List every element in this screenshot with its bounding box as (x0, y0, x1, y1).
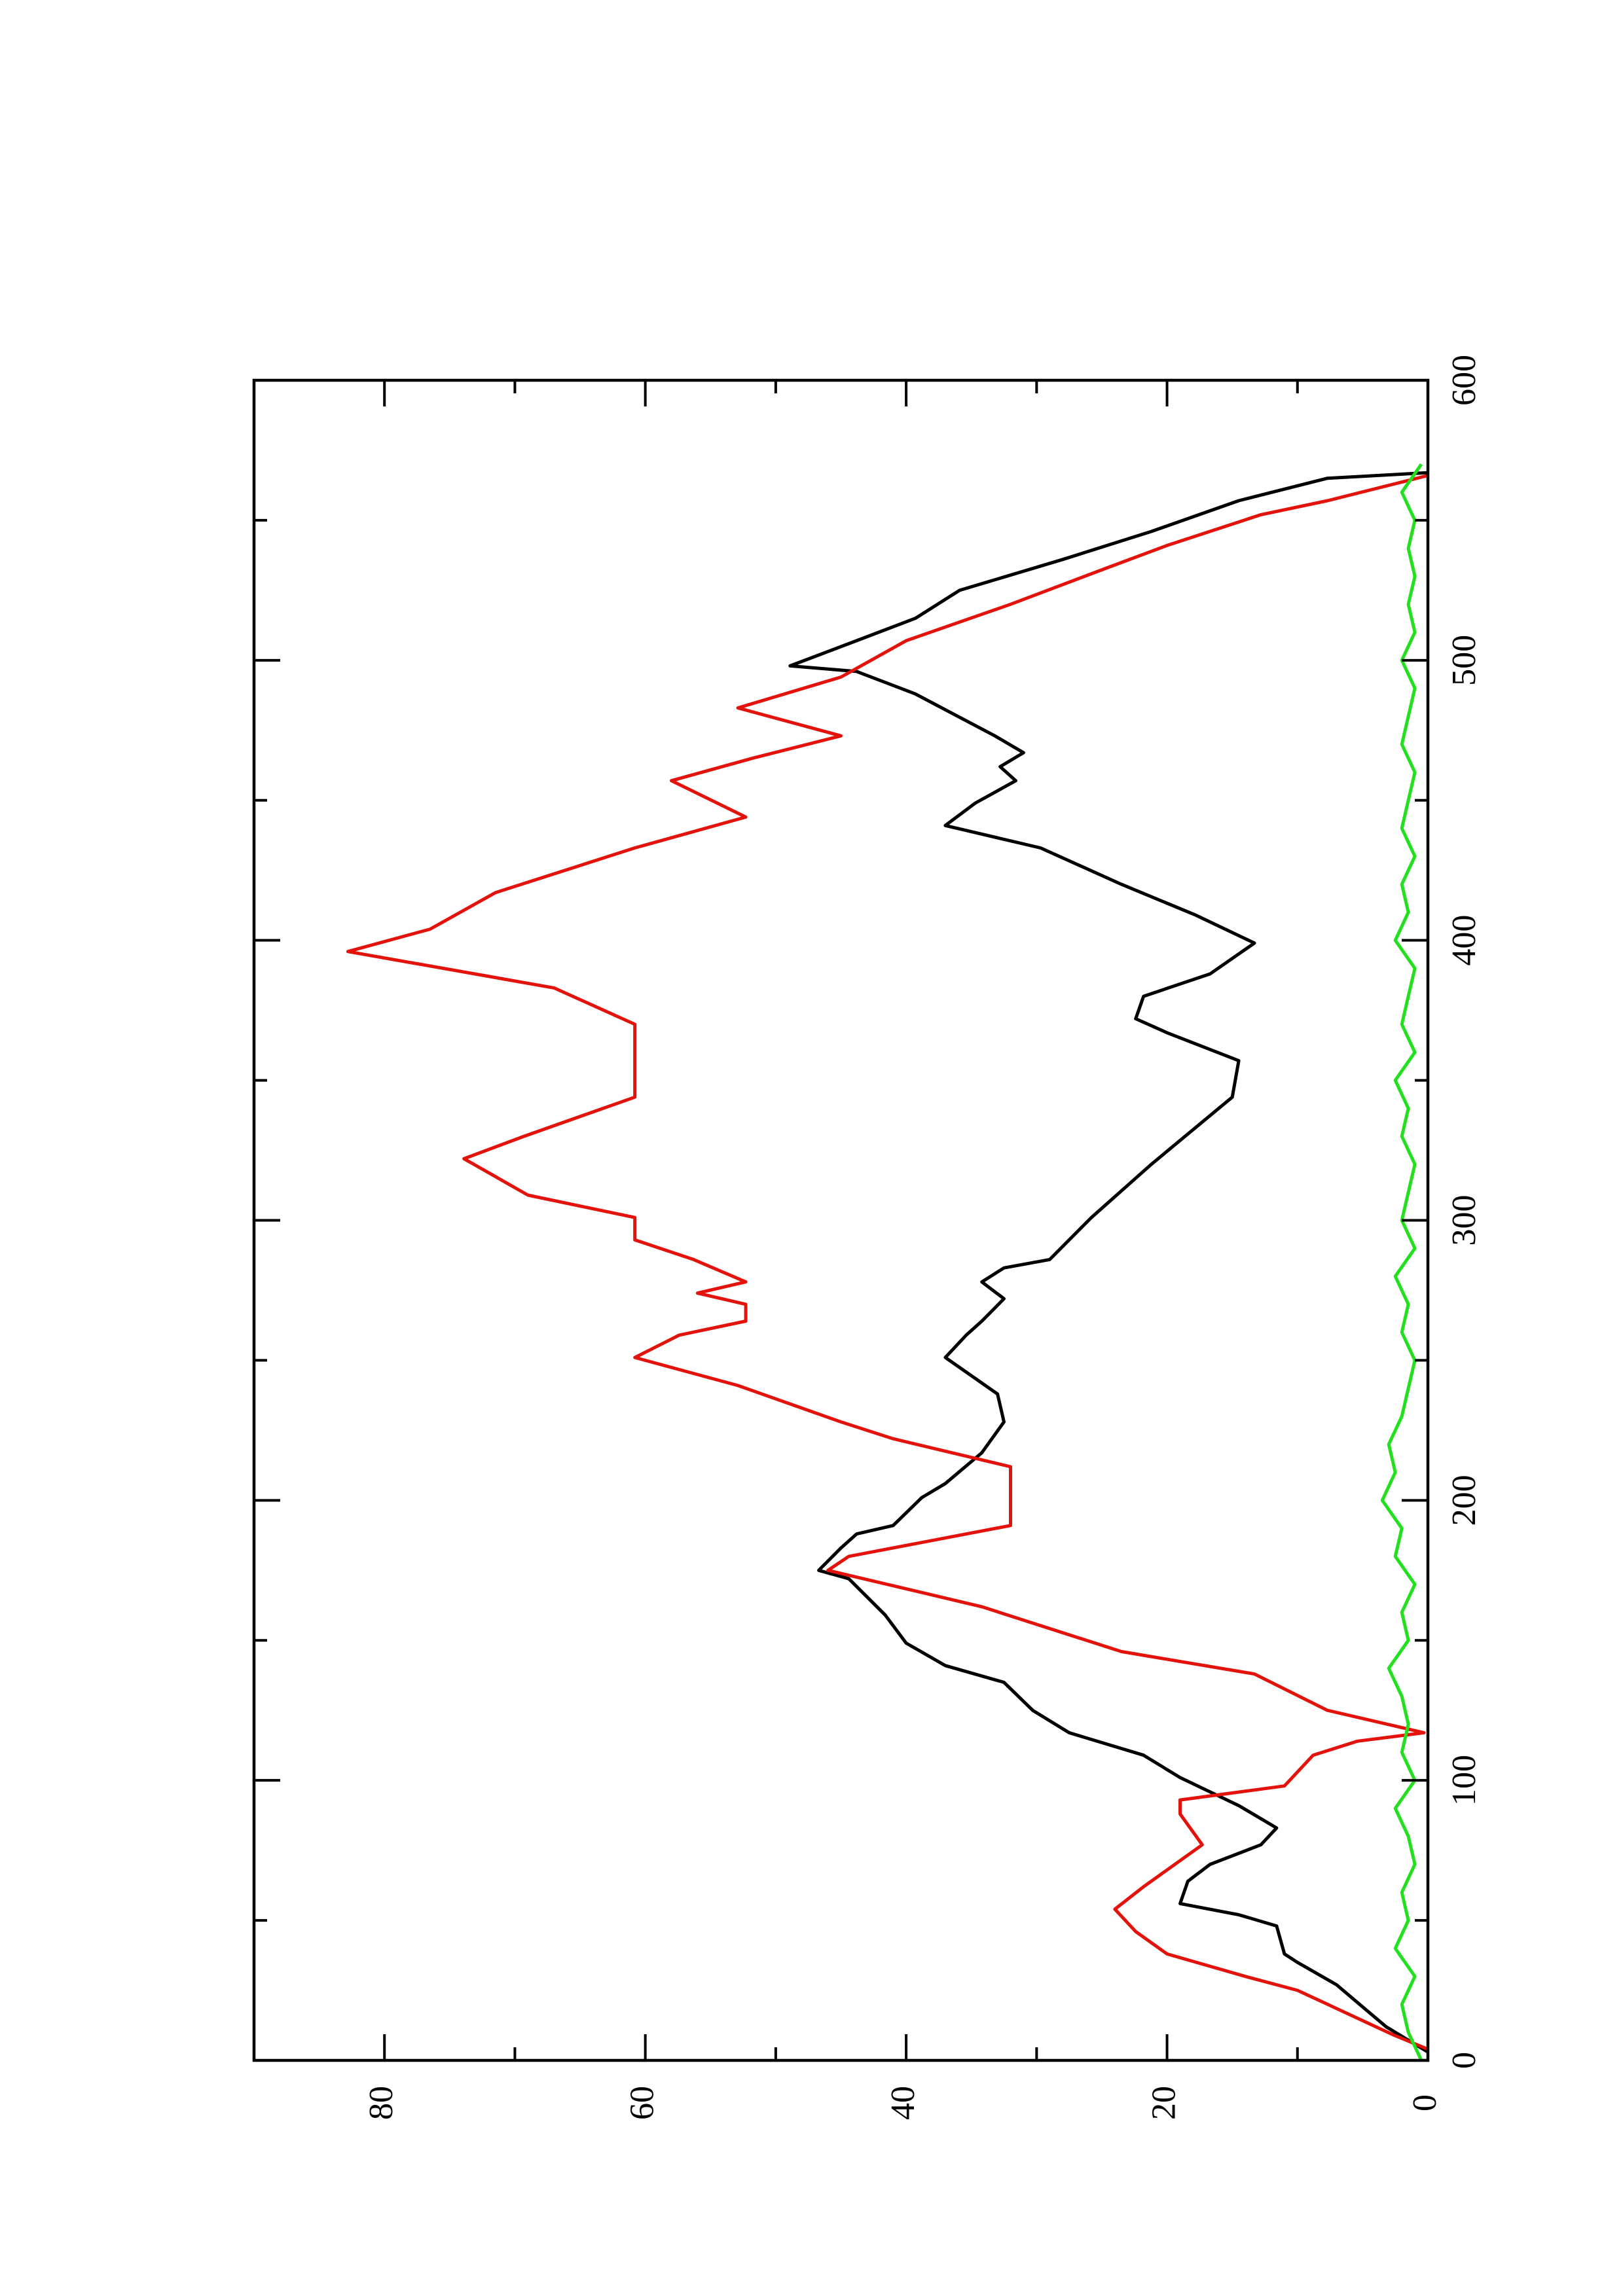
y-tick-label: 60 (624, 2086, 661, 2120)
x-tick-label: 100 (1446, 1755, 1483, 1806)
series-line (788, 471, 1429, 2054)
x-tick-label: 200 (1446, 1475, 1483, 1526)
y-tick-label: 20 (1145, 2086, 1182, 2120)
x-tick-label: 0 (1446, 2052, 1483, 2069)
series-line (1380, 463, 1423, 2062)
x-tick-label: 500 (1446, 635, 1483, 686)
y-tick-label: 80 (363, 2086, 400, 2120)
y-tick-label: 0 (1406, 2094, 1444, 2111)
x-tick-label: 600 (1446, 355, 1483, 406)
plot-frame (252, 378, 1430, 2062)
x-tick-label: 400 (1446, 915, 1483, 966)
series-line (346, 474, 1429, 2051)
y-tick-label: 40 (884, 2086, 922, 2120)
x-tick-label: 300 (1446, 1195, 1483, 1246)
